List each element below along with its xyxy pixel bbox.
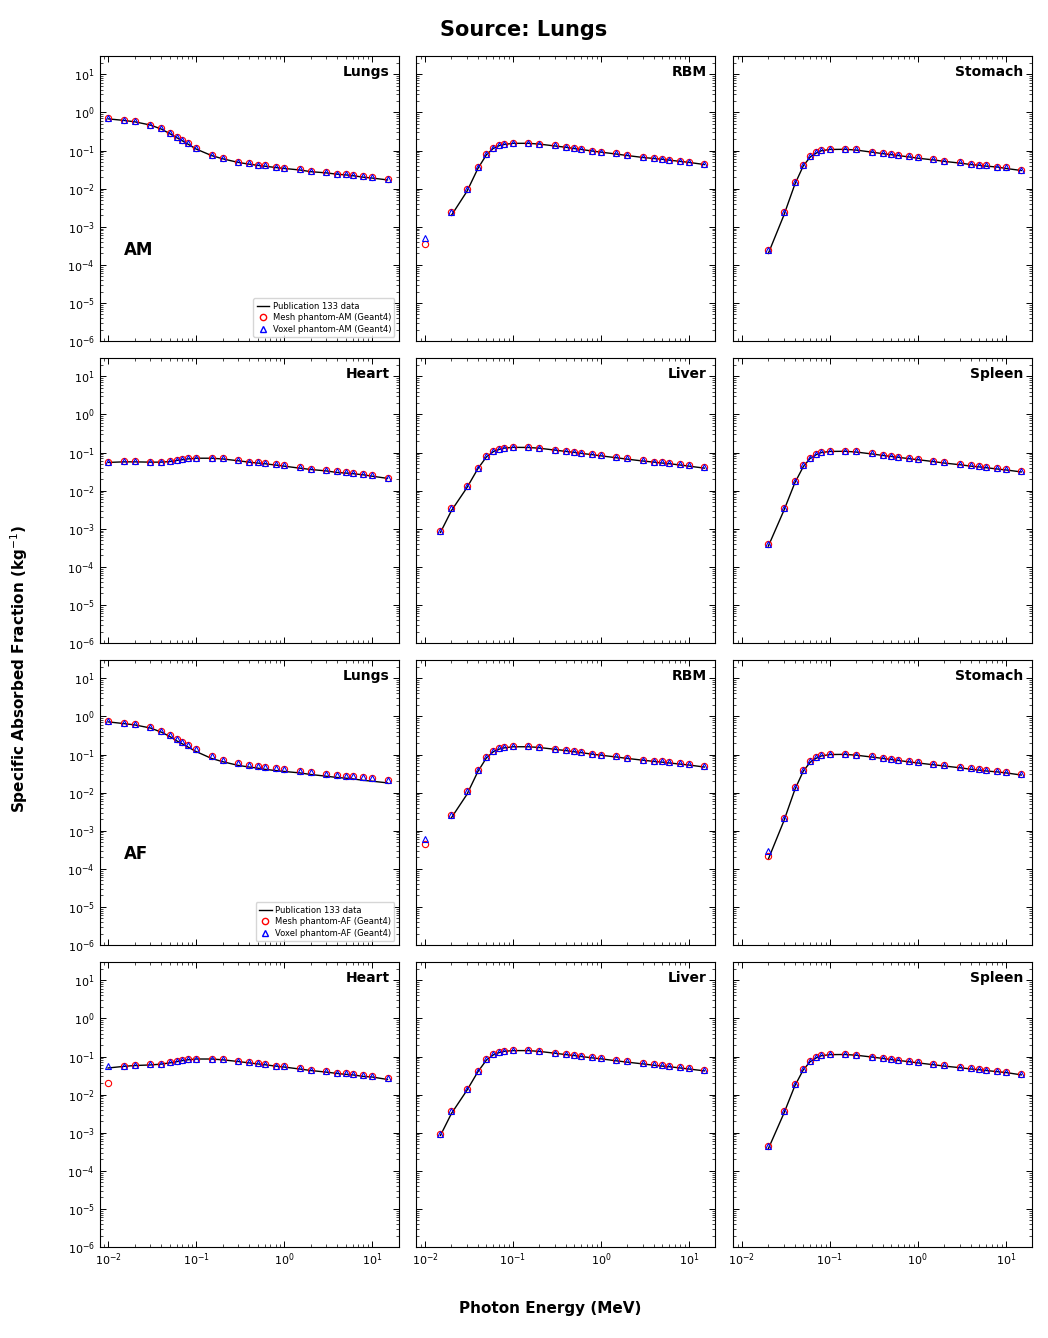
Text: Stomach: Stomach bbox=[955, 669, 1023, 682]
Text: Spleen: Spleen bbox=[970, 367, 1023, 381]
Legend: Publication 133 data, Mesh phantom-AM (Geant4), Voxel phantom-AM (Geant4): Publication 133 data, Mesh phantom-AM (G… bbox=[254, 298, 394, 337]
Text: RBM: RBM bbox=[672, 64, 706, 79]
Text: AM: AM bbox=[124, 241, 153, 260]
Text: RBM: RBM bbox=[672, 669, 706, 682]
Text: Liver: Liver bbox=[668, 970, 706, 985]
Text: Spleen: Spleen bbox=[970, 970, 1023, 985]
Legend: Publication 133 data, Mesh phantom-AF (Geant4), Voxel phantom-AF (Geant4): Publication 133 data, Mesh phantom-AF (G… bbox=[256, 902, 394, 941]
Text: Stomach: Stomach bbox=[955, 64, 1023, 79]
Text: Source: Lungs: Source: Lungs bbox=[440, 20, 608, 40]
Text: Heart: Heart bbox=[346, 970, 390, 985]
Text: Specific Absorbed Fraction (kg$^{-1}$): Specific Absorbed Fraction (kg$^{-1}$) bbox=[8, 524, 29, 814]
Text: AF: AF bbox=[124, 846, 148, 863]
Text: Photon Energy (MeV): Photon Energy (MeV) bbox=[459, 1301, 641, 1317]
Text: Liver: Liver bbox=[668, 367, 706, 381]
Text: Lungs: Lungs bbox=[343, 64, 390, 79]
Text: Heart: Heart bbox=[346, 367, 390, 381]
Text: Lungs: Lungs bbox=[343, 669, 390, 682]
